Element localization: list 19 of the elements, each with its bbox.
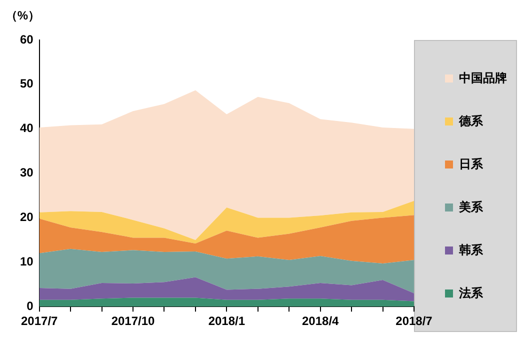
legend-label: 韩系 xyxy=(458,242,484,257)
x-tick-label: 2018/7 xyxy=(396,314,433,328)
x-tick-label: 2017/10 xyxy=(111,314,156,328)
y-tick-label: 20 xyxy=(20,210,34,224)
x-tick-label: 2017/7 xyxy=(20,314,58,328)
legend-label: 日系 xyxy=(459,156,484,171)
y-tick-label: 60 xyxy=(20,32,34,46)
x-tick-label: 2018/1 xyxy=(208,314,246,328)
legend-label: 法系 xyxy=(458,286,484,300)
x-tick-label: 2018/4 xyxy=(302,314,340,328)
y-tick-label: 50 xyxy=(20,76,34,91)
y-tick-label: 30 xyxy=(20,166,34,180)
legend-label: 美系 xyxy=(458,200,484,214)
y-axis-title: （%） xyxy=(5,8,40,22)
legend-label: 中国品牌 xyxy=(459,70,507,85)
y-tick-label: 10 xyxy=(20,254,34,268)
y-tick-label: 0 xyxy=(26,298,34,313)
y-tick-label: 40 xyxy=(20,121,34,136)
legend-label: 德系 xyxy=(458,114,484,128)
